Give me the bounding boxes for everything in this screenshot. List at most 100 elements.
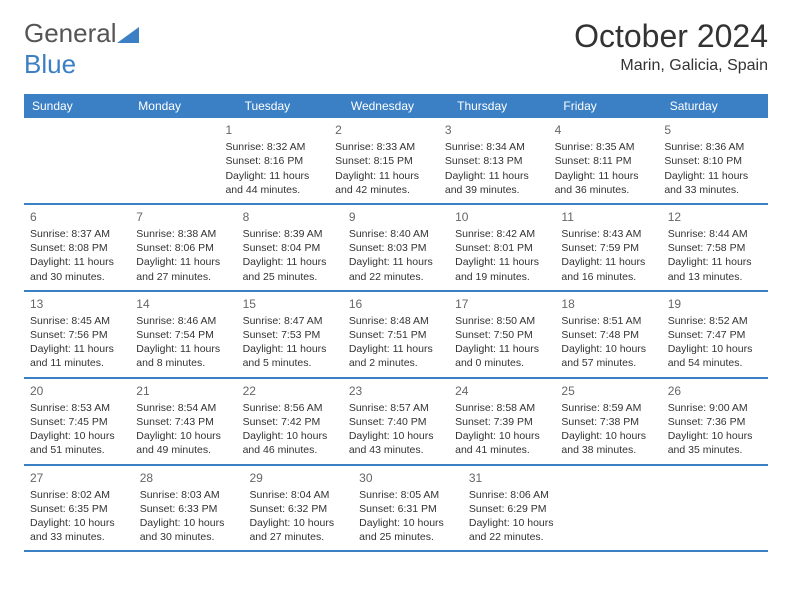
day-cell: 12Sunrise: 8:44 AMSunset: 7:58 PMDayligh… <box>662 205 768 290</box>
day-cell: 16Sunrise: 8:48 AMSunset: 7:51 PMDayligh… <box>343 292 449 377</box>
sunset-text: Sunset: 6:29 PM <box>469 502 567 516</box>
sunset-text: Sunset: 8:03 PM <box>349 241 443 255</box>
day-number: 15 <box>243 296 337 312</box>
daylight-text: Daylight: 10 hours and 25 minutes. <box>359 516 457 544</box>
day-number: 22 <box>243 383 337 399</box>
day-cell: 7Sunrise: 8:38 AMSunset: 8:06 PMDaylight… <box>130 205 236 290</box>
daylight-text: Daylight: 10 hours and 46 minutes. <box>243 429 337 457</box>
day-cell: 29Sunrise: 8:04 AMSunset: 6:32 PMDayligh… <box>243 466 353 551</box>
day-cell: 20Sunrise: 8:53 AMSunset: 7:45 PMDayligh… <box>24 379 130 464</box>
sunrise-text: Sunrise: 8:35 AM <box>555 140 653 154</box>
day-cell: 28Sunrise: 8:03 AMSunset: 6:33 PMDayligh… <box>134 466 244 551</box>
day-cell: 4Sunrise: 8:35 AMSunset: 8:11 PMDaylight… <box>549 118 659 203</box>
day-number: 5 <box>664 122 762 138</box>
dayheader-row: SundayMondayTuesdayWednesdayThursdayFrid… <box>24 94 768 118</box>
sunrise-text: Sunrise: 8:58 AM <box>455 401 549 415</box>
sunrise-text: Sunrise: 8:57 AM <box>349 401 443 415</box>
sunrise-text: Sunrise: 8:59 AM <box>561 401 655 415</box>
day-cell: 10Sunrise: 8:42 AMSunset: 8:01 PMDayligh… <box>449 205 555 290</box>
sunset-text: Sunset: 7:51 PM <box>349 328 443 342</box>
day-number: 26 <box>668 383 762 399</box>
sunset-text: Sunset: 8:15 PM <box>335 154 433 168</box>
sunset-text: Sunset: 7:59 PM <box>561 241 655 255</box>
daylight-text: Daylight: 10 hours and 22 minutes. <box>469 516 567 544</box>
day-number: 18 <box>561 296 655 312</box>
day-number: 12 <box>668 209 762 225</box>
daylight-text: Daylight: 11 hours and 39 minutes. <box>445 169 543 197</box>
day-cell: 21Sunrise: 8:54 AMSunset: 7:43 PMDayligh… <box>130 379 236 464</box>
week-row: 1Sunrise: 8:32 AMSunset: 8:16 PMDaylight… <box>24 118 768 205</box>
day-number: 25 <box>561 383 655 399</box>
daylight-text: Daylight: 10 hours and 43 minutes. <box>349 429 443 457</box>
sunrise-text: Sunrise: 8:54 AM <box>136 401 230 415</box>
day-cell: 24Sunrise: 8:58 AMSunset: 7:39 PMDayligh… <box>449 379 555 464</box>
day-cell: 8Sunrise: 8:39 AMSunset: 8:04 PMDaylight… <box>237 205 343 290</box>
logo: General Blue <box>24 18 139 80</box>
day-cell: 27Sunrise: 8:02 AMSunset: 6:35 PMDayligh… <box>24 466 134 551</box>
sunrise-text: Sunrise: 8:47 AM <box>243 314 337 328</box>
dayheader: Friday <box>555 94 661 118</box>
empty-cell <box>24 118 122 203</box>
day-cell: 31Sunrise: 8:06 AMSunset: 6:29 PMDayligh… <box>463 466 573 551</box>
day-number: 16 <box>349 296 443 312</box>
sunrise-text: Sunrise: 8:56 AM <box>243 401 337 415</box>
daylight-text: Daylight: 11 hours and 2 minutes. <box>349 342 443 370</box>
day-cell: 26Sunrise: 9:00 AMSunset: 7:36 PMDayligh… <box>662 379 768 464</box>
sunrise-text: Sunrise: 8:36 AM <box>664 140 762 154</box>
day-cell: 30Sunrise: 8:05 AMSunset: 6:31 PMDayligh… <box>353 466 463 551</box>
day-cell: 19Sunrise: 8:52 AMSunset: 7:47 PMDayligh… <box>662 292 768 377</box>
logo-triangle-icon <box>117 27 139 43</box>
sunset-text: Sunset: 8:10 PM <box>664 154 762 168</box>
sunset-text: Sunset: 8:06 PM <box>136 241 230 255</box>
week-row: 27Sunrise: 8:02 AMSunset: 6:35 PMDayligh… <box>24 466 768 553</box>
dayheader: Monday <box>130 94 236 118</box>
empty-cell <box>573 466 671 551</box>
sunrise-text: Sunrise: 8:43 AM <box>561 227 655 241</box>
day-cell: 25Sunrise: 8:59 AMSunset: 7:38 PMDayligh… <box>555 379 661 464</box>
daylight-text: Daylight: 11 hours and 13 minutes. <box>668 255 762 283</box>
daylight-text: Daylight: 11 hours and 8 minutes. <box>136 342 230 370</box>
sunrise-text: Sunrise: 8:02 AM <box>30 488 128 502</box>
day-cell: 11Sunrise: 8:43 AMSunset: 7:59 PMDayligh… <box>555 205 661 290</box>
empty-cell <box>122 118 220 203</box>
day-number: 8 <box>243 209 337 225</box>
sunset-text: Sunset: 8:11 PM <box>555 154 653 168</box>
daylight-text: Daylight: 10 hours and 51 minutes. <box>30 429 124 457</box>
sunset-text: Sunset: 7:42 PM <box>243 415 337 429</box>
daylight-text: Daylight: 10 hours and 30 minutes. <box>140 516 238 544</box>
daylight-text: Daylight: 11 hours and 44 minutes. <box>225 169 323 197</box>
day-cell: 22 Sunrise: 8:56 AMSunset: 7:42 PMDayligh… <box>237 379 343 464</box>
daylight-text: Daylight: 10 hours and 41 minutes. <box>455 429 549 457</box>
sunrise-text: Sunrise: 8:51 AM <box>561 314 655 328</box>
daylight-text: Daylight: 11 hours and 22 minutes. <box>349 255 443 283</box>
sunrise-text: Sunrise: 8:42 AM <box>455 227 549 241</box>
day-number: 23 <box>349 383 443 399</box>
sunset-text: Sunset: 6:31 PM <box>359 502 457 516</box>
day-number: 11 <box>561 209 655 225</box>
logo-text: General Blue <box>24 18 139 80</box>
sunset-text: Sunset: 7:40 PM <box>349 415 443 429</box>
sunset-text: Sunset: 6:32 PM <box>249 502 347 516</box>
sunset-text: Sunset: 7:45 PM <box>30 415 124 429</box>
day-number: 6 <box>30 209 124 225</box>
sunset-text: Sunset: 7:48 PM <box>561 328 655 342</box>
sunrise-text: Sunrise: 8:46 AM <box>136 314 230 328</box>
day-number: 24 <box>455 383 549 399</box>
daylight-text: Daylight: 11 hours and 27 minutes. <box>136 255 230 283</box>
daylight-text: Daylight: 10 hours and 49 minutes. <box>136 429 230 457</box>
location: Marin, Galicia, Spain <box>574 57 768 75</box>
week-row: 13Sunrise: 8:45 AMSunset: 7:56 PMDayligh… <box>24 292 768 379</box>
logo-part1: General <box>24 18 117 48</box>
day-cell: 2Sunrise: 8:33 AMSunset: 8:15 PMDaylight… <box>329 118 439 203</box>
sunset-text: Sunset: 8:13 PM <box>445 154 543 168</box>
sunrise-text: Sunrise: 8:40 AM <box>349 227 443 241</box>
sunset-text: Sunset: 7:50 PM <box>455 328 549 342</box>
day-number: 28 <box>140 470 238 486</box>
daylight-text: Daylight: 11 hours and 30 minutes. <box>30 255 124 283</box>
day-cell: 6Sunrise: 8:37 AMSunset: 8:08 PMDaylight… <box>24 205 130 290</box>
weeks-container: 1Sunrise: 8:32 AMSunset: 8:16 PMDaylight… <box>24 118 768 552</box>
sunrise-text: Sunrise: 8:05 AM <box>359 488 457 502</box>
sunrise-text: Sunrise: 8:39 AM <box>243 227 337 241</box>
sunrise-text: Sunrise: 8:34 AM <box>445 140 543 154</box>
sunset-text: Sunset: 7:43 PM <box>136 415 230 429</box>
